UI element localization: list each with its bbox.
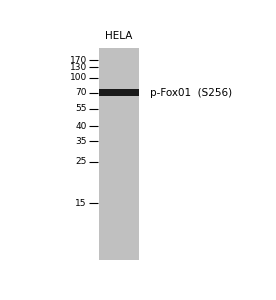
- Bar: [99, 47, 139, 260]
- Text: 130: 130: [70, 63, 87, 72]
- Text: 55: 55: [75, 104, 87, 113]
- Text: p-Fox01  (S256): p-Fox01 (S256): [150, 88, 232, 98]
- Bar: [99, 89, 139, 96]
- Text: HELA: HELA: [105, 31, 133, 40]
- Text: 25: 25: [76, 158, 87, 166]
- Text: 100: 100: [70, 73, 87, 82]
- Text: 70: 70: [75, 88, 87, 97]
- Text: 35: 35: [75, 136, 87, 146]
- Text: 170: 170: [70, 56, 87, 65]
- Text: 40: 40: [76, 122, 87, 130]
- Text: 15: 15: [75, 199, 87, 208]
